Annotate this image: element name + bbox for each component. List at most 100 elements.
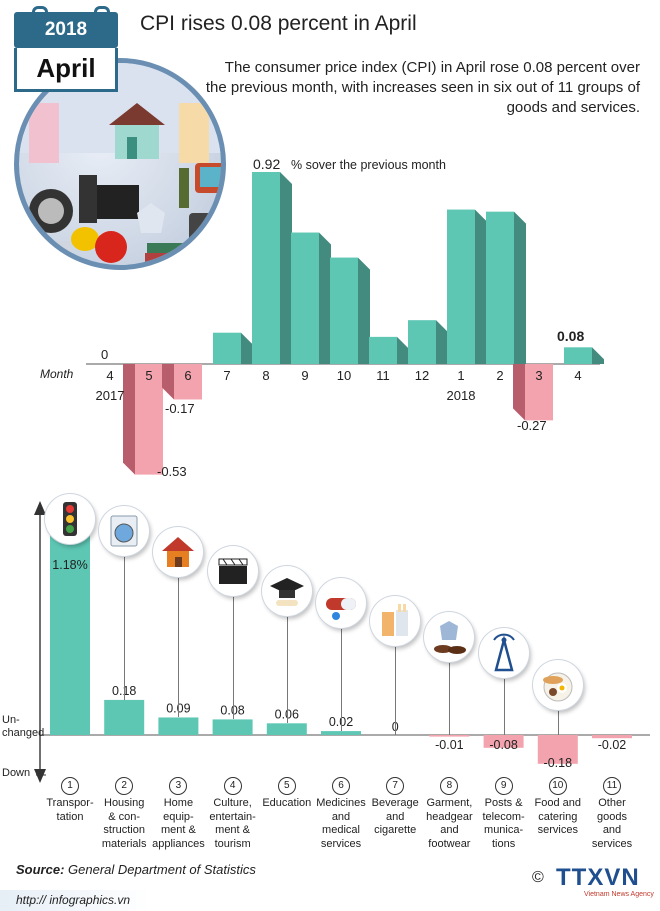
group-value-label: -0.18	[544, 756, 573, 770]
category-number: 3	[169, 777, 188, 795]
zero-value-label: 0	[101, 347, 109, 362]
clothing-shoes-icon	[424, 612, 475, 662]
clapperboard-icon	[207, 546, 258, 596]
category-label-line: services	[537, 824, 578, 836]
traffic-light-icon	[45, 494, 95, 544]
category-label-line: cigarette	[374, 824, 417, 836]
month-tick-label: 4	[106, 368, 113, 383]
year-tick-label: 2017	[96, 388, 125, 403]
may-value-label: -0.53	[157, 464, 187, 479]
year-tick-label: 2018	[447, 388, 476, 403]
source-line: Source: General Department of Statistics	[16, 862, 256, 877]
unchanged-axis-label: Un- changed	[2, 714, 44, 740]
category-label: Garment, headgear and footwear	[418, 797, 480, 851]
icon-pin-line	[395, 646, 397, 735]
icon-pin-line	[286, 616, 288, 724]
category-label-line: medical	[322, 824, 360, 836]
month-bar-side	[514, 211, 526, 364]
category-label-line: footwear	[428, 837, 471, 850]
category-label: Posts & telecom-munica-tions	[473, 797, 535, 851]
group-bar	[429, 735, 470, 737]
category-label-line: Culture,	[213, 797, 252, 809]
month-bar	[174, 364, 202, 400]
house-icon	[153, 527, 204, 577]
category-label-line: Beverage	[371, 797, 419, 809]
category-label-line: services	[591, 837, 633, 850]
icon-pin-line	[557, 710, 559, 735]
ttxvn-logo: TTXVN	[556, 864, 640, 891]
chart-unit-label: % sover the previous month	[291, 158, 446, 172]
month-bar-side	[241, 332, 253, 364]
icon-pin-line	[232, 596, 234, 720]
month-tick-label: 8	[262, 368, 269, 383]
month-bar	[525, 364, 553, 421]
icon-pin-line	[503, 678, 505, 735]
group-bar	[104, 699, 145, 735]
month-bar-side	[319, 232, 331, 364]
month-tick-label: 10	[337, 368, 351, 383]
category-label-line: headgear	[426, 810, 473, 823]
category-label-line: equip-	[163, 810, 194, 823]
category-label: Other goods and services	[581, 797, 643, 851]
website-link[interactable]: http:// infographics.vn	[16, 893, 131, 907]
category-label-line: catering	[538, 810, 578, 823]
category-label-line: Garment,	[426, 797, 473, 809]
month-bar-side	[592, 347, 604, 364]
category-label-line: appliances	[152, 837, 205, 850]
category-number: 4	[223, 777, 242, 795]
category-label-line: Other	[598, 797, 626, 809]
category-label: Medicines and medical services	[310, 797, 372, 851]
peak-value-label: 0.92	[253, 156, 281, 172]
washing-machine-icon	[99, 506, 150, 556]
month-axis-label: Month	[40, 367, 74, 381]
page-title: CPI rises 0.08 percent in April	[140, 12, 417, 35]
category-label-line: munica-	[484, 824, 524, 836]
month-bar	[369, 336, 397, 364]
category-label-line: Education	[262, 797, 312, 809]
copyright-symbol: ©	[532, 869, 544, 886]
pill-icon	[316, 578, 366, 628]
graduation-cap-icon	[261, 566, 312, 616]
category-label-line: ment &	[160, 824, 196, 836]
group-value-label: -0.01	[435, 738, 464, 752]
month-bar	[486, 211, 514, 364]
month-bar-side	[162, 364, 174, 400]
month-tick-label: 1	[457, 368, 464, 383]
ttxvn-subtitle: Vietnam News Agency	[584, 891, 654, 898]
source-label: Source:	[16, 862, 65, 877]
month-tick-label: 4	[574, 368, 581, 383]
month-bar-side	[513, 364, 525, 421]
category-label-line: struction	[103, 824, 145, 836]
category-label-line: Home	[163, 797, 194, 809]
month-tick-label: 11	[376, 368, 390, 383]
category-number: 2	[115, 777, 134, 795]
icon-pin-line	[178, 577, 180, 718]
mar-value-label: -0.27	[517, 418, 547, 433]
category-label: Beverage and cigarette	[364, 797, 426, 838]
category-number: 9	[494, 777, 513, 795]
group-bar	[266, 723, 307, 735]
category-label-line: Posts &	[484, 797, 523, 809]
category-label-line: and	[440, 824, 459, 836]
month-bar-side	[358, 257, 370, 364]
group-bar	[212, 719, 253, 735]
month-badge: April	[14, 48, 118, 92]
jun-value-label: -0.17	[165, 401, 195, 416]
category-label: Culture, entertain-ment & tourism	[202, 797, 264, 851]
url-background	[0, 890, 150, 911]
month-bar-side	[397, 336, 409, 364]
month-bar	[447, 209, 475, 364]
intro-text: The consumer price index (CPI) in April …	[205, 59, 640, 116]
category-label: Education	[256, 797, 318, 811]
icon-pin-line	[449, 662, 451, 735]
category-label-line: goods	[597, 810, 627, 823]
month-tick-label: 5	[145, 368, 152, 383]
food-plate-icon	[532, 660, 583, 710]
month-tick-label: 6	[184, 368, 191, 383]
group-bar	[158, 717, 199, 735]
category-label-line: & con-	[108, 810, 141, 823]
apr-value-label: 0.08	[557, 328, 585, 344]
icon-pin-line	[124, 556, 126, 700]
group-value-label: -0.08	[489, 738, 518, 752]
